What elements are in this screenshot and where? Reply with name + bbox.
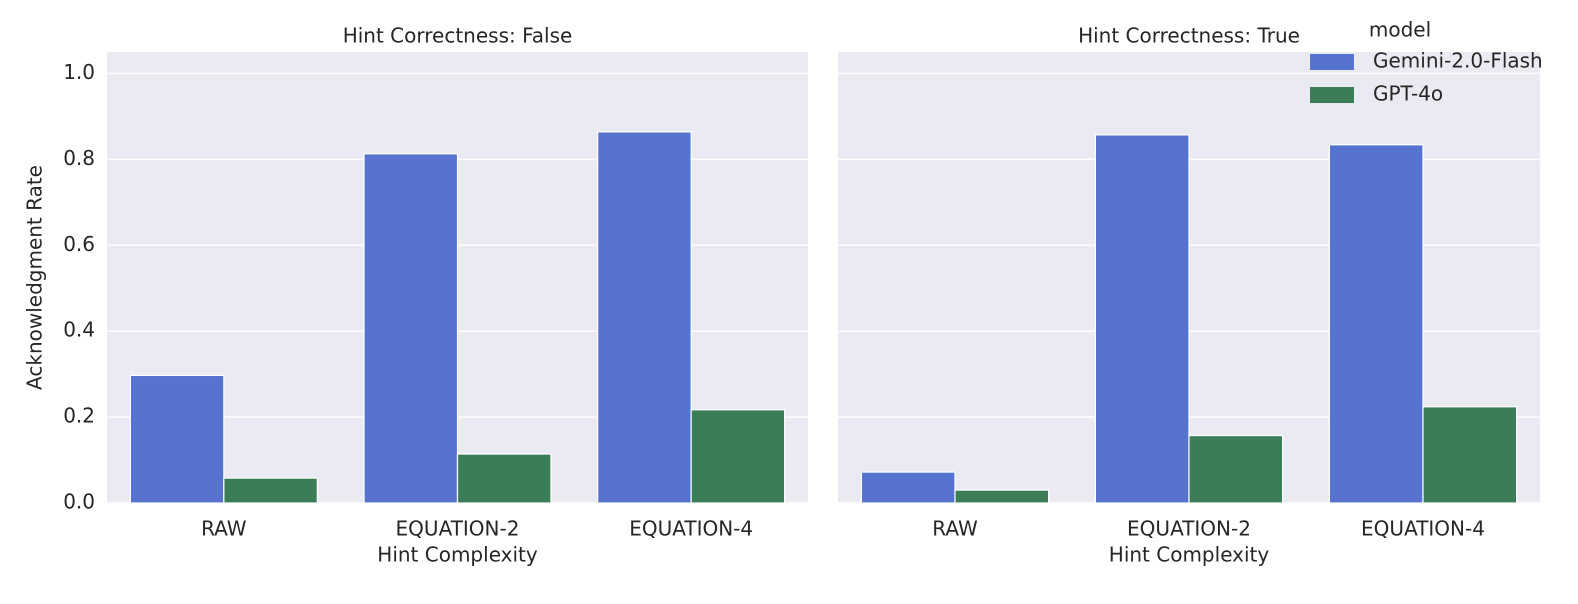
x-tick-label: EQUATION-4 bbox=[1361, 517, 1485, 541]
bar bbox=[1422, 406, 1518, 504]
x-axis-label: Hint Complexity bbox=[377, 543, 538, 567]
panel-title: Hint Correctness: True bbox=[1078, 24, 1300, 48]
legend-title: model bbox=[1369, 18, 1431, 42]
y-tick-label: 0.2 bbox=[63, 404, 95, 428]
bar bbox=[456, 453, 552, 504]
bar bbox=[129, 374, 225, 504]
bar bbox=[690, 409, 786, 504]
x-tick-label: RAW bbox=[201, 517, 247, 541]
y-axis-label: Acknowledgment Rate bbox=[23, 165, 47, 390]
legend-label: Gemini-2.0-Flash bbox=[1373, 49, 1543, 73]
bar bbox=[954, 489, 1050, 504]
y-tick-label: 0.6 bbox=[63, 232, 95, 256]
legend-swatch bbox=[1310, 54, 1354, 70]
y-tick-label: 0.4 bbox=[63, 318, 95, 342]
x-tick-label: EQUATION-2 bbox=[1127, 517, 1251, 541]
y-tick-label: 0.8 bbox=[63, 146, 95, 170]
bar bbox=[860, 471, 956, 504]
y-tick-label: 1.0 bbox=[63, 60, 95, 84]
bar bbox=[1094, 134, 1190, 504]
panel-title: Hint Correctness: False bbox=[343, 24, 573, 48]
legend-label: GPT-4o bbox=[1373, 82, 1443, 106]
bar bbox=[223, 477, 318, 504]
bar bbox=[1188, 434, 1284, 504]
y-tick-label: 0.0 bbox=[63, 490, 95, 514]
bar bbox=[1328, 144, 1424, 504]
legend-swatch bbox=[1310, 87, 1354, 103]
bar bbox=[597, 131, 692, 504]
x-tick-label: RAW bbox=[932, 517, 978, 541]
x-axis-label: Hint Complexity bbox=[1109, 543, 1270, 567]
x-tick-label: EQUATION-4 bbox=[629, 517, 753, 541]
x-tick-label: EQUATION-2 bbox=[396, 517, 520, 541]
bar bbox=[363, 153, 459, 504]
